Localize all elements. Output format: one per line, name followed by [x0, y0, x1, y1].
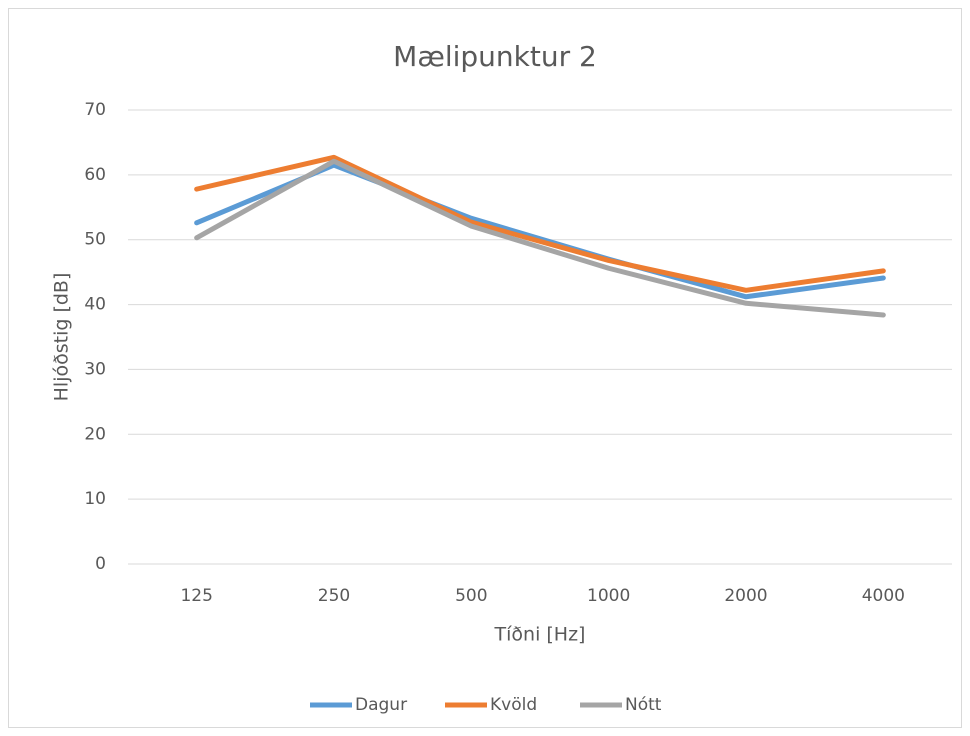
y-tick-label: 0 — [95, 554, 106, 574]
y-axis-label: Hljóðstig [dB] — [51, 273, 73, 402]
x-tick-label: 4000 — [862, 586, 905, 606]
series-line — [194, 154, 886, 293]
legend-label: Kvöld — [490, 695, 537, 715]
x-tick-label: 2000 — [724, 586, 767, 606]
x-tick-label: 250 — [318, 586, 350, 606]
x-tick-label: 125 — [180, 586, 212, 606]
x-tick-label: 500 — [455, 586, 487, 606]
y-tick-label: 30 — [84, 359, 106, 379]
y-tick-label: 10 — [84, 489, 106, 509]
y-tick-label: 20 — [84, 424, 106, 444]
y-tick-label: 60 — [84, 165, 106, 185]
chart-title: Mælipunktur 2 — [393, 40, 597, 73]
y-tick-label: 40 — [84, 295, 106, 315]
y-tick-label: 50 — [84, 230, 106, 250]
series-line — [194, 158, 886, 318]
chart-border — [8, 8, 962, 728]
legend-label: Dagur — [355, 695, 407, 715]
x-axis-label: Tíðni [Hz] — [494, 624, 586, 646]
y-tick-label: 70 — [84, 100, 106, 120]
x-tick-label: 1000 — [587, 586, 630, 606]
legend-label: Nótt — [625, 695, 662, 715]
